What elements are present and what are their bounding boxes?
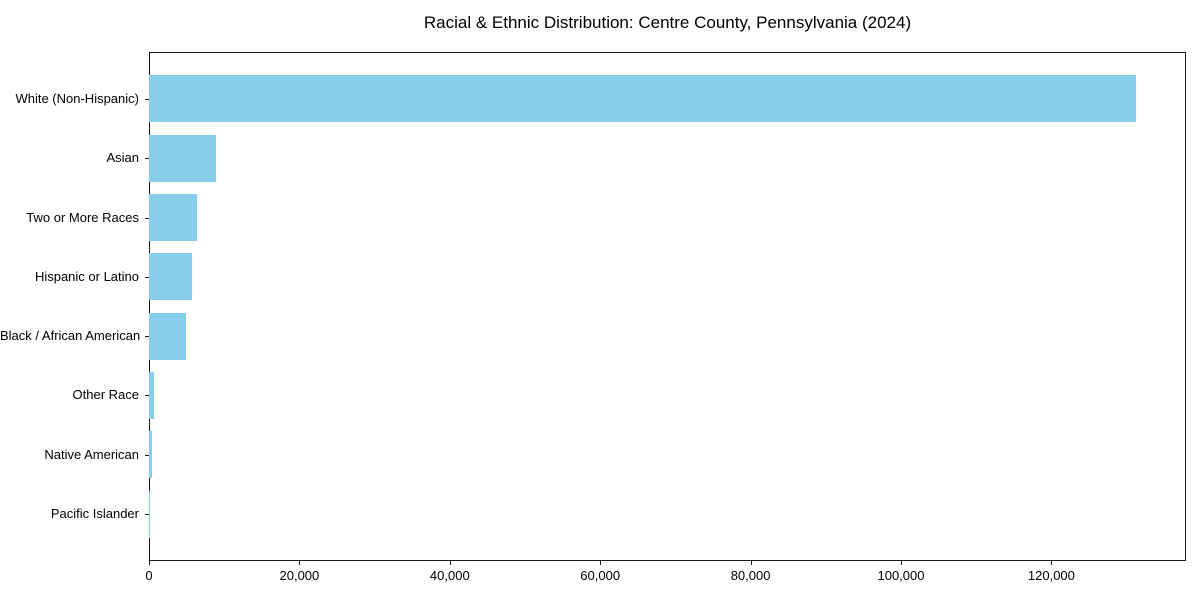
x-tick-label: 120,000 <box>1027 568 1075 583</box>
x-tick-label: 100,000 <box>877 568 925 583</box>
bar <box>149 312 186 360</box>
x-tick-mark <box>901 561 902 565</box>
chart-title: Racial & Ethnic Distribution: Centre Cou… <box>423 13 912 32</box>
y-tick-mark <box>145 336 149 337</box>
x-tick-label: 80,000 <box>730 568 771 583</box>
y-tick-label: Hispanic or Latino <box>34 268 139 284</box>
bar <box>149 194 198 241</box>
y-tick-label: Native American <box>44 446 139 462</box>
bar <box>149 371 155 419</box>
x-tick-mark <box>450 561 451 565</box>
bar <box>149 134 216 182</box>
y-tick-mark <box>145 158 149 159</box>
y-tick-label: Asian <box>106 150 139 166</box>
y-tick-label: Pacific Islander <box>50 506 139 522</box>
y-tick-mark <box>145 99 149 100</box>
y-tick-label: Black / African American <box>0 328 141 344</box>
x-tick-mark <box>751 561 752 565</box>
y-tick-mark <box>145 277 149 278</box>
x-tick-mark <box>299 561 300 565</box>
y-tick-mark <box>145 218 149 219</box>
x-tick-label: 60,000 <box>580 568 621 583</box>
x-tick-mark <box>600 561 601 565</box>
y-tick-label: Other Race <box>72 387 139 403</box>
bar <box>149 253 192 301</box>
plot-area <box>149 52 1186 561</box>
x-tick-label: 40,000 <box>429 568 470 583</box>
x-tick-label: 20,000 <box>279 568 320 583</box>
bar <box>149 75 1137 123</box>
x-tick-label: 0 <box>145 568 153 583</box>
bar <box>149 431 152 479</box>
x-tick-mark <box>149 561 150 565</box>
y-tick-mark <box>145 455 149 456</box>
y-tick-label: White (Non-Hispanic) <box>15 90 139 106</box>
y-tick-label: Two or More Races <box>26 209 139 225</box>
x-tick-mark <box>1051 561 1052 565</box>
y-tick-mark <box>145 395 149 396</box>
y-tick-mark <box>145 514 149 515</box>
